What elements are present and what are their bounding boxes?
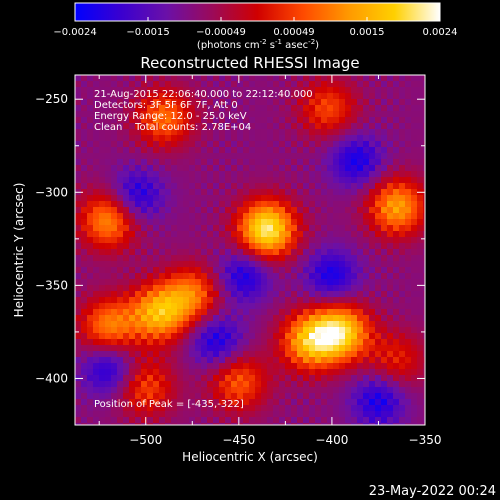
x-tick-label: −500 (129, 433, 162, 447)
colorbar-tick-label: −0.00049 (196, 27, 246, 38)
annotation-clean-counts: Clean Total counts: 2.78E+04 (94, 122, 251, 133)
x-axis-label: Heliocentric X (arcsec) (182, 450, 318, 464)
colorbar (75, 3, 440, 21)
plot-frame (74, 74, 426, 426)
colorbar-tick-label: 0.00049 (273, 27, 314, 38)
annotation-time-range: 21-Aug-2015 22:06:40.000 to 22:12:40.000 (94, 89, 313, 100)
y-tick-label: −250 (35, 92, 68, 106)
colorbar-units-label: (photons cm-2 s-1 asec-2) (197, 38, 319, 51)
x-tick-label: −450 (222, 433, 255, 447)
x-tick-label: −350 (409, 433, 442, 447)
annotation-energy-range: Energy Range: 12.0 - 25.0 keV (94, 111, 247, 122)
colorbar-ticks: −0.0024 −0.0015 −0.00049 0.00049 0.0015 0.002… (53, 17, 458, 38)
annotation-peak-position: Position of Peak = [-435,-322] (94, 399, 244, 410)
colorbar-tick-label: 0.0015 (350, 27, 385, 38)
y-axis-label: Heliocentric Y (arcsec) (12, 183, 26, 318)
heatmap-image (75, 75, 425, 425)
annotation-detectors: Detectors: 3F 5F 6F 7F, Att 0 (94, 100, 238, 111)
footer-timestamp: 23-May-2022 00:24 (369, 484, 496, 499)
axes: −500 −450 −400 −350 −400 −350 −300 −250 (35, 75, 441, 447)
y-tick-label: −300 (35, 185, 68, 199)
colorbar-tick-label: −0.0024 (53, 27, 96, 38)
plot-title: Reconstructed RHESSI Image (140, 54, 359, 72)
colorbar-tick-label: 0.0024 (423, 27, 458, 38)
colorbar-tick-label: −0.0015 (126, 27, 169, 38)
y-tick-label: −400 (35, 371, 68, 385)
y-tick-label: −350 (35, 278, 68, 292)
x-tick-label: −400 (315, 433, 348, 447)
